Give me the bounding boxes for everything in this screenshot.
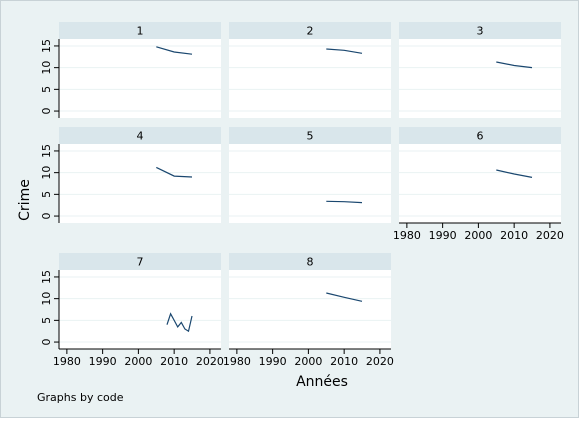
note: Graphs by code — [37, 391, 124, 404]
y-axis-title: Crime — [17, 179, 33, 221]
panel-header — [229, 22, 391, 39]
x-tick-label: 1980 — [53, 355, 81, 368]
y-tick-label: 0 — [40, 213, 53, 220]
y-tick-label: 0 — [40, 108, 53, 115]
data-line — [166, 312, 193, 333]
panel-title: 5 — [307, 130, 314, 143]
data-line — [326, 292, 363, 302]
x-tick-label: 1990 — [259, 355, 287, 368]
panel-header — [59, 127, 221, 144]
panel-header — [399, 22, 561, 39]
plot-area — [229, 39, 391, 118]
panel-header — [229, 127, 391, 144]
x-tick-label: 2000 — [294, 355, 322, 368]
plot-area — [59, 144, 221, 223]
data-line — [326, 48, 363, 54]
y-tick-label: 15 — [40, 39, 53, 53]
x-tick-label: 2010 — [330, 355, 358, 368]
y-tick-label: 10 — [40, 166, 53, 180]
panel-title: 7 — [137, 256, 144, 269]
plot-area — [229, 270, 391, 349]
panel-title: 1 — [137, 25, 144, 38]
y-tick-label: 15 — [40, 144, 53, 158]
plot-area — [59, 270, 221, 349]
plot-area — [399, 39, 561, 118]
panel-title: 2 — [307, 25, 314, 38]
data-line — [496, 61, 533, 69]
x-tick-label: 2000 — [124, 355, 152, 368]
panel-header — [59, 22, 221, 39]
x-tick-label: 2000 — [464, 229, 492, 242]
panel-title: 8 — [307, 256, 314, 269]
x-tick-label: 1980 — [223, 355, 251, 368]
panel-title: 6 — [477, 130, 484, 143]
data-line — [496, 169, 533, 178]
y-tick-label: 5 — [40, 191, 53, 198]
x-tick-label: 1990 — [429, 229, 457, 242]
data-line — [156, 166, 193, 178]
panel-header — [59, 253, 221, 270]
panel-title: 3 — [477, 25, 484, 38]
plot-area — [399, 144, 561, 223]
y-tick-label: 0 — [40, 339, 53, 346]
x-tick-label: 1980 — [393, 229, 421, 242]
data-line — [326, 200, 363, 204]
y-tick-label: 5 — [40, 317, 53, 324]
y-tick-label: 10 — [40, 292, 53, 306]
panel-header — [229, 253, 391, 270]
y-tick-label: 10 — [40, 61, 53, 75]
data-line — [156, 46, 193, 55]
plot-area — [59, 39, 221, 118]
x-tick-label: 2020 — [196, 355, 224, 368]
y-tick-label: 5 — [40, 86, 53, 93]
x-axis-title: Années — [296, 374, 348, 390]
x-tick-label: 2010 — [500, 229, 528, 242]
x-tick-label: 2010 — [160, 355, 188, 368]
plot-area — [229, 144, 391, 223]
panel-header — [399, 127, 561, 144]
x-tick-label: 2020 — [366, 355, 394, 368]
x-tick-label: 2020 — [536, 229, 564, 242]
panel-title: 4 — [137, 130, 144, 143]
x-tick-label: 1990 — [89, 355, 117, 368]
y-tick-label: 15 — [40, 270, 53, 284]
